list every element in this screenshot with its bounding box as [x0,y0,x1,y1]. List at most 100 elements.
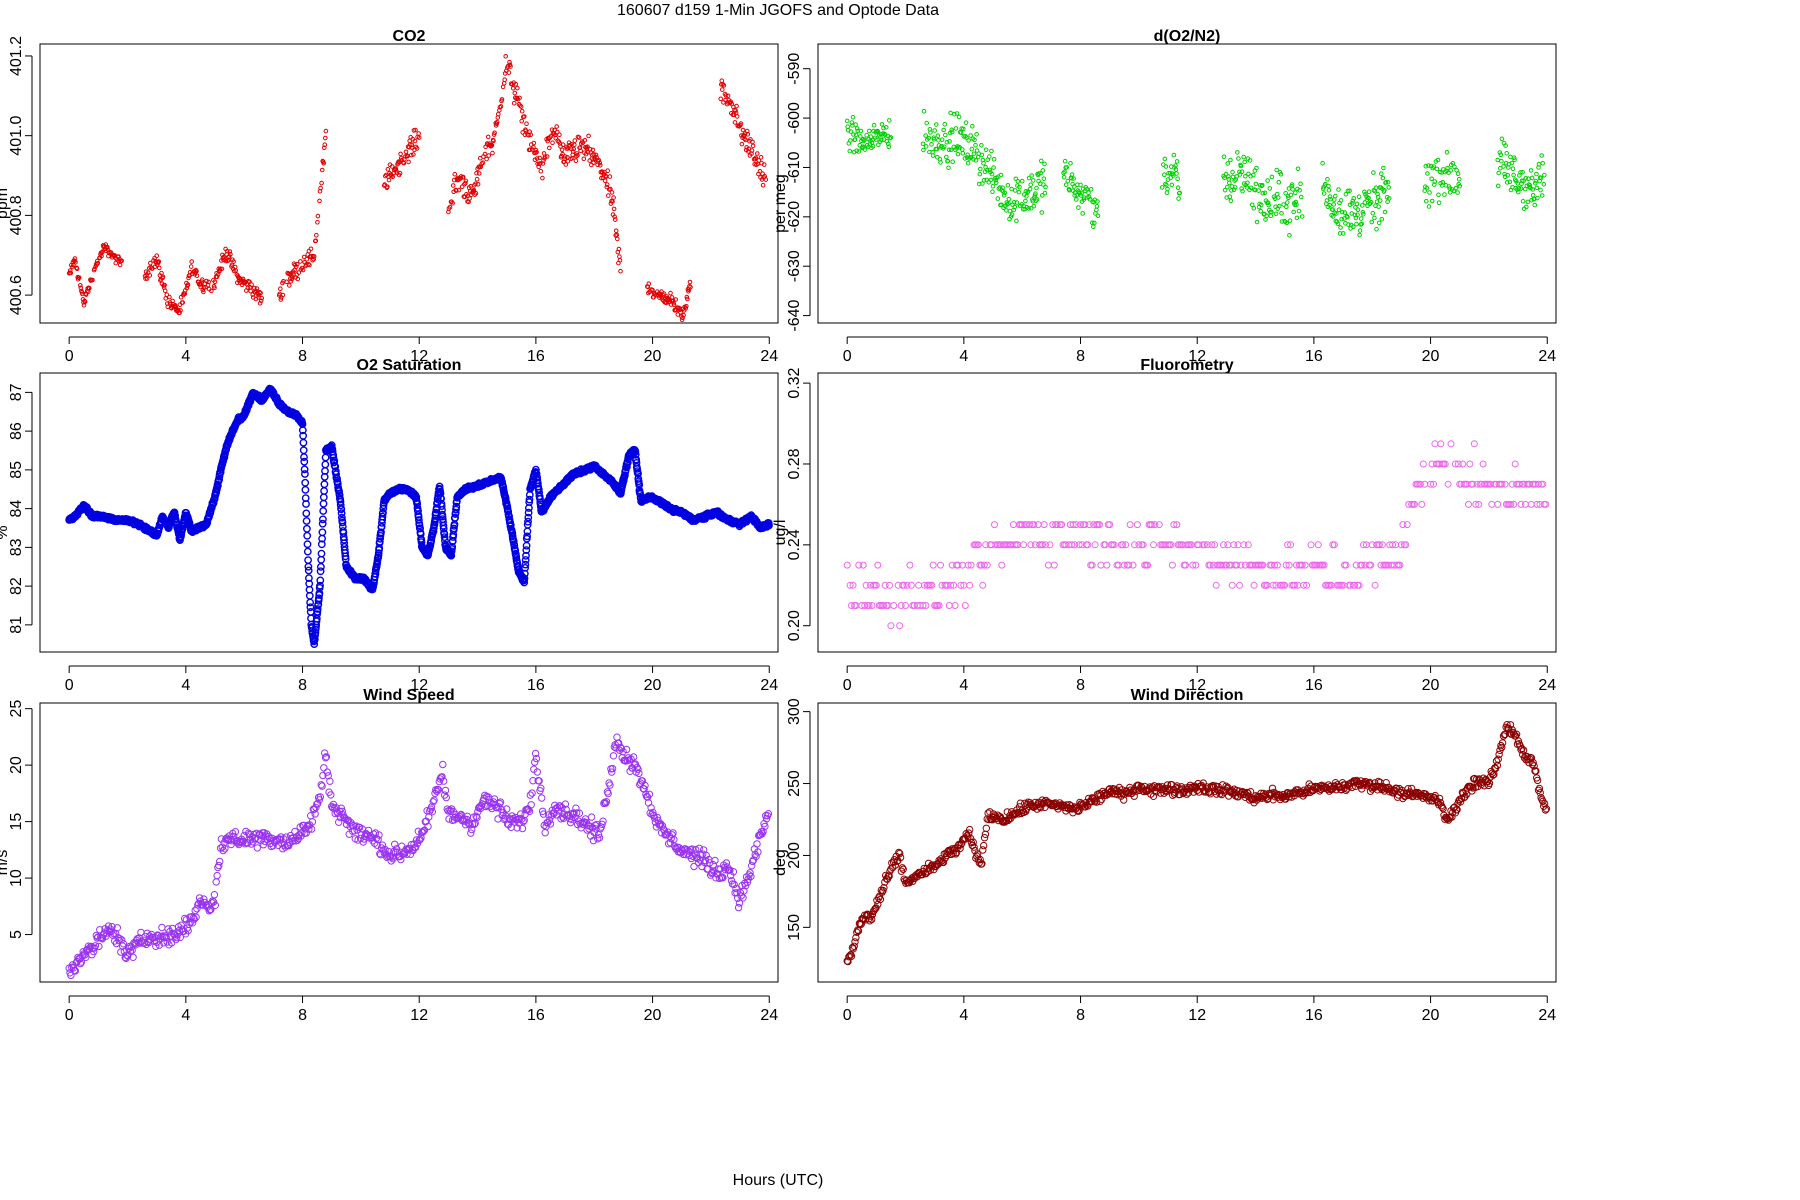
y-tick-label: 83 [8,538,25,556]
data-point [1254,219,1260,225]
data-point [507,59,512,65]
data-point [1088,187,1094,192]
data-point [113,260,119,266]
data-point [447,204,453,210]
data-point [896,622,904,630]
data-point [663,300,669,306]
data-point [231,259,236,264]
data-point [995,196,1001,201]
data-point [321,460,330,469]
data-point [981,178,987,183]
data-point [1525,199,1531,205]
x-tick-label: 16 [1305,348,1323,365]
data-point [500,84,506,90]
data-point [610,199,615,204]
data-point [74,266,80,272]
data-point [1011,199,1017,205]
data-point [1528,168,1534,173]
data-point [1027,186,1033,192]
page-title: 160607 d159 1-Min JGOFS and Optode Data [617,2,939,19]
data-point [1299,214,1305,219]
data-point [1221,154,1227,159]
data-point [1534,171,1539,177]
data-point [162,288,168,294]
data-point [319,507,328,515]
data-point [299,438,308,447]
data-point [945,602,953,609]
data-point [961,126,966,132]
data-point [1068,161,1073,166]
data-point [413,127,418,133]
data-point [738,121,744,126]
data-point [578,148,583,153]
data-point [82,299,88,305]
data-point [482,151,488,157]
data-point [679,317,685,323]
data-point [924,120,930,126]
data-point [1034,185,1039,191]
data-point [212,279,218,285]
x-tick-label: 0 [65,677,74,694]
data-point [719,78,725,83]
data-point [544,154,550,159]
data-point [946,165,951,171]
data-point [1287,233,1292,238]
data-point [1061,174,1067,180]
data-point [728,99,734,104]
data-point [298,259,303,264]
plot-frame [39,43,779,324]
data-point [163,296,168,301]
data-point [1541,181,1547,187]
data-point [300,470,309,478]
data-point [932,128,938,133]
data-point [942,121,948,127]
data-point [527,147,533,152]
x-tick-label: 20 [644,1007,662,1024]
x-tick-label: 24 [760,677,778,694]
data-point [397,170,403,176]
data-point [1095,213,1101,219]
data-point [301,478,310,487]
data-point [117,262,123,268]
data-point [1434,166,1440,172]
data-point [1444,480,1452,488]
data-point [78,283,83,288]
data-point [572,142,577,148]
data-point [1129,561,1137,569]
y-tick-label: 86 [8,422,25,440]
data-point [1427,190,1432,195]
data-point [1429,198,1435,204]
x-tick-label: 24 [1538,677,1556,694]
data-point [474,176,480,182]
data-point [547,145,552,151]
data-point [1001,192,1007,198]
data-point [1437,440,1445,448]
x-tick-label: 0 [843,677,852,694]
data-point [321,453,330,462]
data-point [1015,179,1021,184]
data-point [606,193,611,198]
y-tick-label: 81 [8,616,25,634]
data-point [303,531,312,540]
data-point [320,764,328,772]
data-point [503,54,509,59]
data-point [1039,158,1044,164]
data-point [68,270,74,276]
data-point [467,196,472,201]
data-point [941,127,947,133]
x-tick-label: 16 [527,348,545,365]
data-point [300,267,306,273]
data-point [685,296,690,302]
data-point [1062,158,1068,164]
data-point [416,131,422,136]
data-point [1078,193,1084,198]
data-point [409,152,414,158]
data-point [1040,168,1046,173]
data-point [851,132,856,137]
data-point [452,171,458,177]
data-point [538,161,543,166]
data-point [475,182,481,187]
x-tick-label: 24 [760,348,778,365]
data-point [226,254,231,260]
data-point [1538,187,1543,193]
